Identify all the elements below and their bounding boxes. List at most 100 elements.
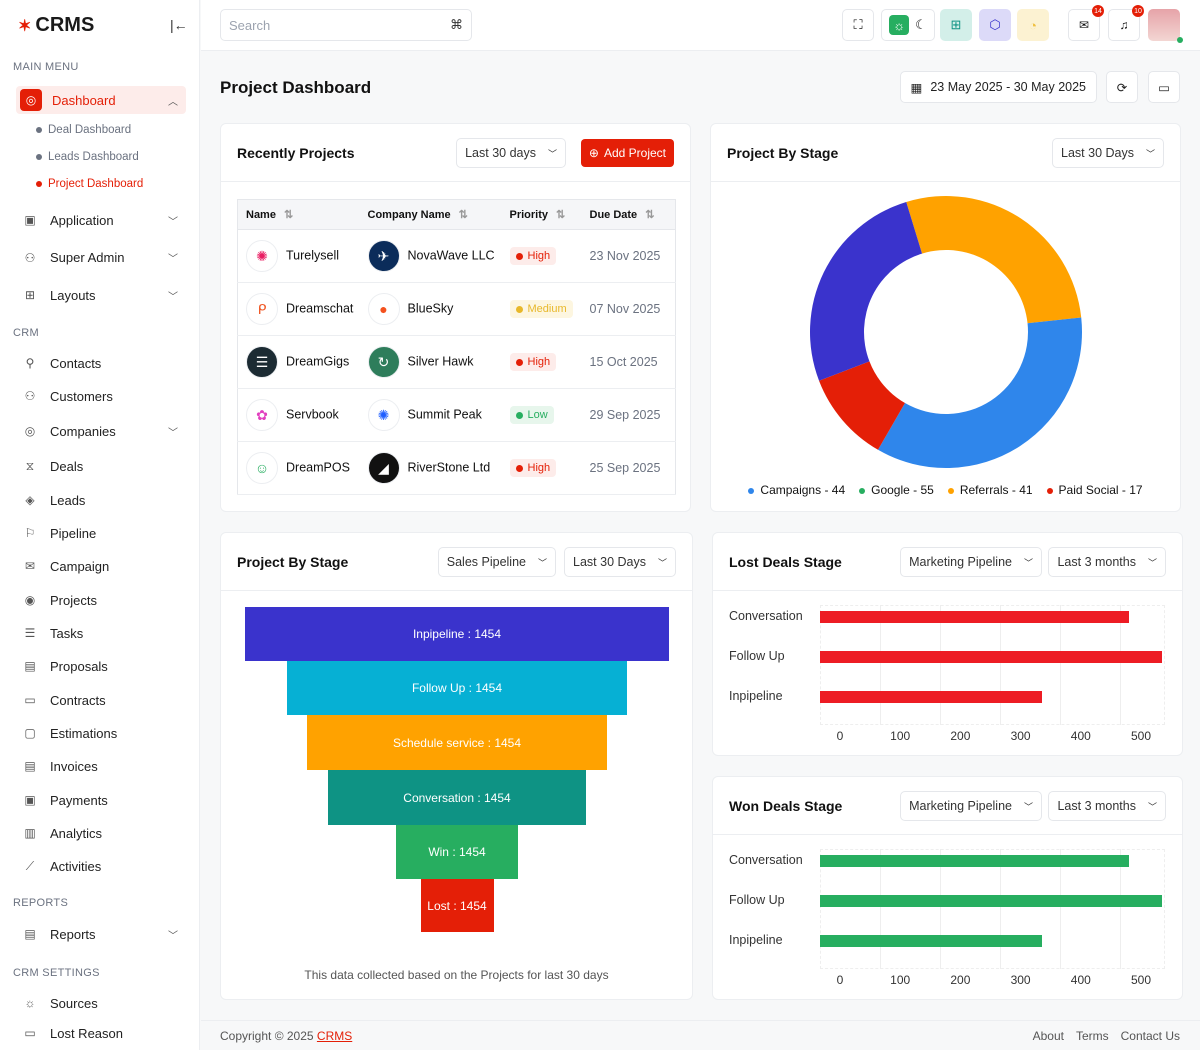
donut-slice-referrals[interactable] xyxy=(810,201,923,381)
sidebar-item-payments[interactable]: ▣ Payments xyxy=(16,786,186,814)
reports-chart-button[interactable]: ◔ xyxy=(1017,9,1049,41)
sidebar-item-tasks[interactable]: ☰ Tasks xyxy=(16,619,186,647)
period-select[interactable]: Last 30 Days ﹀ xyxy=(564,547,676,577)
sidebar-item-analytics[interactable]: ▥ Analytics xyxy=(16,819,186,847)
sidebar-item-estimations[interactable]: ▢ Estimations xyxy=(16,719,186,747)
period-select[interactable]: Last 3 months ﹀ xyxy=(1048,547,1166,577)
bar-inpipeline[interactable] xyxy=(820,691,1042,703)
analytics-icon: ▥ xyxy=(24,826,36,840)
sidebar-sub-deal-dashboard[interactable]: Deal Dashboard xyxy=(36,124,131,136)
sidebar-item-proposals[interactable]: ▤ Proposals xyxy=(16,652,186,680)
estimations-icon: ▢ xyxy=(24,726,36,740)
pipeline-select[interactable]: Sales Pipeline ﹀ xyxy=(437,547,556,577)
bar-conversation[interactable] xyxy=(820,855,1129,867)
sort-icon[interactable]: ⇅ xyxy=(283,209,294,221)
sidebar-item-dashboard[interactable]: ◎ Dashboard ︿ xyxy=(16,86,186,114)
sidebar-sub-project-dashboard[interactable]: Project Dashboard xyxy=(36,178,143,190)
bar-conversation[interactable] xyxy=(820,611,1129,623)
table-row[interactable]: ☰ DreamGigs ↻ Silver Hawk High 15 Oct 2025 xyxy=(237,335,676,389)
sidebar-item-application[interactable]: ▣ Application ﹀ xyxy=(16,206,186,234)
sidebar-item-pipeline[interactable]: ⚐ Pipeline xyxy=(16,519,186,547)
apps-button[interactable]: ⊞ xyxy=(940,9,972,41)
sun-icon[interactable]: ☼ xyxy=(889,15,910,35)
sidebar-item-contracts[interactable]: ▭ Contracts xyxy=(16,686,186,714)
sidebar-item-sources[interactable]: ☼ Sources xyxy=(16,989,186,1017)
donut-slice-paid-social[interactable] xyxy=(819,361,905,450)
bar-follow-up[interactable] xyxy=(820,651,1163,663)
sidebar-item-deals[interactable]: ⧖ Deals xyxy=(16,452,186,480)
sidebar-item-reports[interactable]: ▤ Reports ﹀ xyxy=(16,920,186,948)
sidebar-item-leads[interactable]: ◈ Leads xyxy=(16,486,186,514)
search-input[interactable]: Search ⌘ xyxy=(220,9,472,41)
table-row[interactable]: ✿ Servbook ✺ Summit Peak Low 29 Sep 2025 xyxy=(237,388,676,442)
period-select[interactable]: Last 30 days ﹀ xyxy=(456,138,566,168)
messages-button[interactable]: ✉ 14 xyxy=(1068,5,1104,41)
fullscreen-button[interactable]: ⛶ xyxy=(842,9,874,41)
add-project-button[interactable]: ⊕ Add Project xyxy=(580,139,674,167)
notifications-button[interactable]: ♫ 10 xyxy=(1108,5,1144,41)
column-header-priority[interactable]: Priority ⇅ xyxy=(501,199,582,230)
sidebar-sub-leads-dashboard[interactable]: Leads Dashboard xyxy=(36,151,139,163)
table-row[interactable]: ☺ DreamPOS ◢ RiverStone Ltd High 25 Sep 20… xyxy=(237,441,676,495)
donut-slice-google[interactable] xyxy=(877,317,1082,468)
won-deals-card: Won Deals Stage Marketing Pipeline ﹀ Last… xyxy=(712,776,1183,1000)
project-logo: ☺ xyxy=(246,452,278,484)
column-header-due-date[interactable]: Due Date ⇅ xyxy=(581,199,676,230)
upgrade-button[interactable]: ⬡ xyxy=(979,9,1011,41)
funnel-bar-win[interactable]: Win : 1454 xyxy=(396,825,518,879)
column-header-company-name[interactable]: Company Name ⇅ xyxy=(359,199,502,230)
sidebar-item-campaign[interactable]: ✉ Campaign xyxy=(16,552,186,580)
column-header-name[interactable]: Name ⇅ xyxy=(237,199,360,230)
sidebar-item-lost-reason[interactable]: ▭ Lost Reason xyxy=(16,1019,186,1047)
bar-inpipeline[interactable] xyxy=(820,935,1042,947)
pipeline-select[interactable]: Marketing Pipeline ﹀ xyxy=(900,547,1042,577)
topbar: Search ⌘ ⛶ ☼ ☾ ⊞ ⬡ ◔ ✉ 14 ♫ 10 xyxy=(201,0,1200,51)
company-logo: ● xyxy=(367,293,400,325)
sidebar-item-customers[interactable]: ⚇ Customers xyxy=(16,382,186,410)
period-select[interactable]: Last 3 months ﹀ xyxy=(1048,791,1166,821)
sort-icon[interactable]: ⇅ xyxy=(458,209,468,221)
card-title: Project By Stage xyxy=(727,145,839,161)
sort-icon[interactable]: ⇅ xyxy=(556,209,566,221)
due-date: 25 Sep 2025 xyxy=(581,441,676,495)
funnel-bar-conversation[interactable]: Conversation : 1454 xyxy=(328,770,586,825)
tasks-icon: ☰ xyxy=(24,626,36,640)
sidebar-item-invoices[interactable]: ▤ Invoices xyxy=(16,752,186,780)
period-select[interactable]: Last 30 Days ﹀ xyxy=(1052,138,1164,168)
footer-link-terms[interactable]: Terms xyxy=(1075,1029,1109,1043)
date-range-picker[interactable]: ▦ 23 May 2025 - 30 May 2025 xyxy=(899,71,1097,103)
logo[interactable]: ✶ CRMS xyxy=(18,14,95,36)
footer-link-about[interactable]: About xyxy=(1032,1029,1064,1043)
table-row[interactable]: ✺ Turelysell ✈ NovaWave LLC High 23 Nov 20… xyxy=(237,229,676,283)
sidebar-item-companies[interactable]: ◎ Companies ﹀ xyxy=(16,417,186,445)
sidebar-item-layouts[interactable]: ⊞ Layouts ﹀ xyxy=(16,281,186,309)
sidebar-item-contacts[interactable]: ⚲ Contacts xyxy=(16,349,186,377)
funnel-bar-follow-up[interactable]: Follow Up : 1454 xyxy=(287,661,627,715)
collapse-button[interactable]: ▭ xyxy=(1148,71,1180,103)
sort-icon[interactable]: ⇅ xyxy=(645,209,655,221)
sidebar-item-activities[interactable]: ⟋ Activities xyxy=(16,852,186,880)
proposals-icon: ▤ xyxy=(24,659,36,673)
funnel-bar-lost[interactable]: Lost : 1454 xyxy=(420,879,494,932)
moon-icon[interactable]: ☾ xyxy=(915,17,927,32)
pipeline-icon: ⚐ xyxy=(24,526,36,540)
collapse-sidebar-icon[interactable]: |← xyxy=(170,17,188,33)
donut-slice-campaigns[interactable] xyxy=(906,196,1082,324)
super-admin-icon: ⚇ xyxy=(24,250,36,265)
funnel-bar-schedule-service[interactable]: Schedule service : 1454 xyxy=(307,715,607,770)
funnel-note: This data collected based on the Project… xyxy=(304,968,609,982)
pipeline-select[interactable]: Marketing Pipeline ﹀ xyxy=(900,791,1042,821)
funnel-card: Project By Stage Sales Pipeline ﹀ Last 30… xyxy=(220,532,693,1000)
footer-link-contact[interactable]: Contact Us xyxy=(1120,1029,1180,1043)
table-row[interactable]: ᑭ Dreamschat ● BlueSky Medium 07 Nov 2025 xyxy=(237,282,676,336)
theme-toggle[interactable]: ☼ ☾ xyxy=(881,9,935,41)
layouts-icon: ⊞ xyxy=(24,288,36,302)
refresh-button[interactable]: ⟳ xyxy=(1106,71,1138,103)
chevron-down-icon: ﹀ xyxy=(168,254,178,265)
sidebar-item-super-admin[interactable]: ⚇ Super Admin ﹀ xyxy=(16,244,186,272)
footer-brand-link[interactable]: CRMS xyxy=(316,1029,353,1043)
bar-follow-up[interactable] xyxy=(820,895,1163,907)
funnel-bar-inpipeline[interactable]: Inpipeline : 1454 xyxy=(245,607,669,661)
sidebar-item-projects[interactable]: ◉ Projects xyxy=(16,586,186,614)
avatar[interactable] xyxy=(1148,9,1183,43)
